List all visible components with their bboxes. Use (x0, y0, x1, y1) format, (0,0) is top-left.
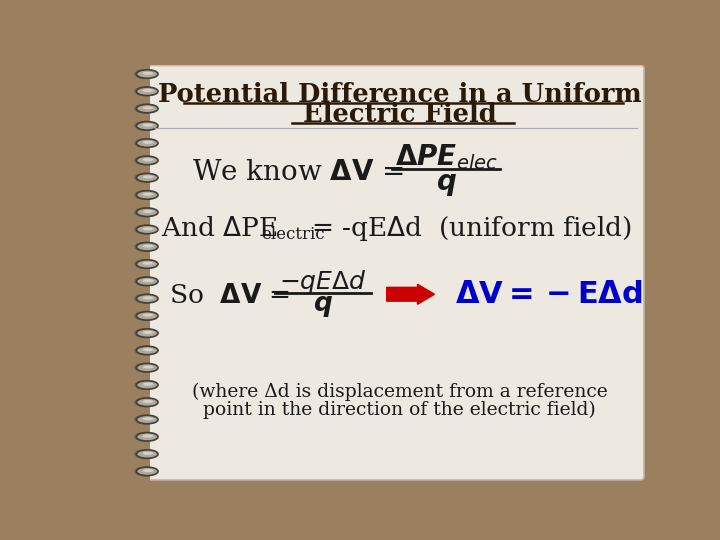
Ellipse shape (143, 141, 153, 144)
Ellipse shape (134, 173, 157, 183)
Polygon shape (92, 65, 150, 481)
Ellipse shape (143, 348, 153, 351)
Ellipse shape (143, 435, 153, 437)
Ellipse shape (137, 329, 158, 338)
Ellipse shape (137, 312, 158, 320)
Ellipse shape (137, 415, 158, 424)
Ellipse shape (143, 296, 153, 299)
Text: $\boldsymbol{\Delta PE}_{elec}$: $\boldsymbol{\Delta PE}_{elec}$ (395, 143, 498, 172)
Text: And $\Delta$PE: And $\Delta$PE (161, 215, 277, 240)
Text: $\mathbf{\Delta V = -E\Delta d}$: $\mathbf{\Delta V = -E\Delta d}$ (455, 279, 643, 310)
Ellipse shape (134, 86, 157, 96)
Ellipse shape (134, 69, 157, 79)
Text: Electric Field: Electric Field (303, 102, 497, 126)
Ellipse shape (134, 346, 157, 355)
Text: point in the direction of the electric field): point in the direction of the electric f… (204, 401, 596, 419)
Ellipse shape (137, 467, 158, 476)
Ellipse shape (137, 122, 158, 130)
Ellipse shape (143, 314, 153, 316)
Ellipse shape (137, 173, 158, 182)
Text: $\boldsymbol{q}$: $\boldsymbol{q}$ (312, 294, 333, 319)
Ellipse shape (134, 328, 157, 338)
Ellipse shape (143, 452, 153, 455)
Ellipse shape (143, 89, 153, 92)
Ellipse shape (134, 156, 157, 165)
Ellipse shape (143, 366, 153, 368)
Ellipse shape (137, 277, 158, 286)
Ellipse shape (137, 433, 158, 441)
Text: $\mathit{-qE\Delta d}$: $\mathit{-qE\Delta d}$ (279, 268, 366, 296)
Text: Potential Difference in a Uniform: Potential Difference in a Uniform (158, 82, 642, 106)
Ellipse shape (134, 363, 157, 373)
Ellipse shape (137, 225, 158, 234)
Ellipse shape (137, 242, 158, 251)
Text: electric: electric (261, 226, 325, 242)
Text: $\boldsymbol{q}$: $\boldsymbol{q}$ (436, 171, 456, 198)
Ellipse shape (134, 415, 157, 424)
Ellipse shape (134, 225, 157, 234)
Ellipse shape (137, 260, 158, 268)
Ellipse shape (143, 210, 153, 213)
Ellipse shape (143, 106, 153, 110)
Ellipse shape (134, 294, 157, 303)
Ellipse shape (143, 158, 153, 161)
Text: (where Δd is displacement from a reference: (where Δd is displacement from a referen… (192, 383, 608, 401)
Ellipse shape (137, 191, 158, 199)
Ellipse shape (137, 208, 158, 217)
Ellipse shape (137, 398, 158, 407)
Ellipse shape (143, 400, 153, 403)
Ellipse shape (137, 139, 158, 147)
Ellipse shape (137, 70, 158, 78)
Ellipse shape (137, 87, 158, 96)
Ellipse shape (134, 380, 157, 390)
Ellipse shape (143, 176, 153, 178)
Ellipse shape (137, 346, 158, 355)
Ellipse shape (143, 124, 153, 127)
Ellipse shape (134, 207, 157, 217)
Ellipse shape (143, 279, 153, 282)
Ellipse shape (134, 121, 157, 131)
Ellipse shape (134, 311, 157, 321)
FancyArrow shape (387, 284, 434, 304)
Ellipse shape (134, 449, 157, 459)
Ellipse shape (134, 276, 157, 286)
Ellipse shape (137, 156, 158, 165)
Ellipse shape (137, 363, 158, 372)
Ellipse shape (143, 417, 153, 420)
Ellipse shape (137, 450, 158, 458)
FancyBboxPatch shape (146, 65, 644, 480)
Ellipse shape (143, 193, 153, 195)
Ellipse shape (134, 432, 157, 442)
Ellipse shape (137, 104, 158, 113)
Ellipse shape (143, 383, 153, 386)
Ellipse shape (143, 227, 153, 230)
Ellipse shape (134, 104, 157, 113)
Ellipse shape (137, 294, 158, 303)
Ellipse shape (143, 245, 153, 247)
Ellipse shape (143, 72, 153, 75)
Ellipse shape (134, 138, 157, 148)
Ellipse shape (143, 262, 153, 265)
Ellipse shape (134, 467, 157, 476)
Text: = -qE$\Delta$d  (uniform field): = -qE$\Delta$d (uniform field) (311, 213, 632, 242)
Ellipse shape (134, 242, 157, 252)
Ellipse shape (134, 259, 157, 269)
Ellipse shape (137, 381, 158, 389)
Ellipse shape (134, 190, 157, 200)
Text: We know $\mathbf{\Delta V}$ =: We know $\mathbf{\Delta V}$ = (192, 159, 404, 186)
Ellipse shape (143, 469, 153, 472)
Ellipse shape (143, 331, 153, 334)
Ellipse shape (134, 397, 157, 407)
Text: So  $\mathbf{\Delta V}$ =: So $\mathbf{\Delta V}$ = (168, 284, 290, 308)
